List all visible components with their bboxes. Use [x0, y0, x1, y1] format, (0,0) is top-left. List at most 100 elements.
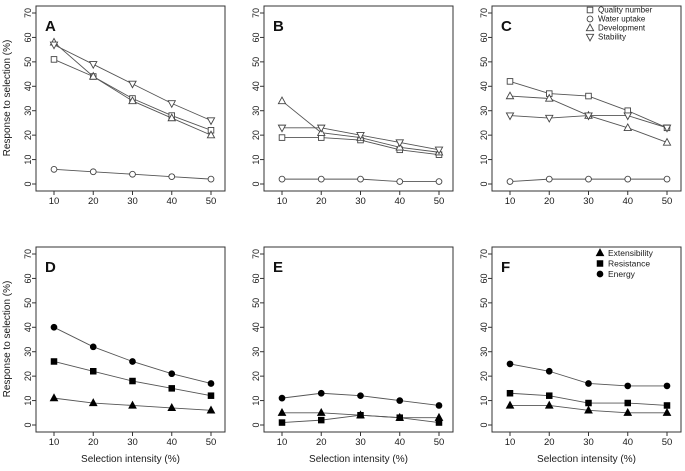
y-axis-label: Response to selection (%)	[2, 280, 13, 398]
panel-d-chart: 0 10 20 30 40 50 60 70 10 20 30 40 50 D	[23, 246, 226, 448]
svg-text:70: 70	[23, 249, 33, 259]
svg-text:50: 50	[23, 57, 33, 67]
svg-text:50: 50	[434, 437, 445, 448]
panel-d: Response to selection (%) 0 10 20 30 40 50 60 7…	[0, 235, 228, 471]
svg-text:F: F	[501, 259, 510, 276]
svg-text:Stability: Stability	[598, 33, 626, 42]
svg-text:D: D	[45, 259, 56, 276]
x-axis-label: Selection intensity (%)	[537, 454, 636, 465]
svg-text:50: 50	[434, 196, 445, 207]
svg-text:40: 40	[23, 322, 33, 332]
svg-text:20: 20	[23, 130, 33, 140]
svg-text:20: 20	[251, 371, 261, 381]
panel-c: 0 10 20 30 40 50 60 70 10 20 30 40 50 C Quality number…	[456, 0, 685, 235]
svg-text:Extensibility: Extensibility	[608, 248, 654, 258]
panel-a: Response to selection (%) 0 10 20 30 40 50 60 7…	[0, 0, 228, 235]
svg-text:60: 60	[251, 32, 261, 42]
svg-text:50: 50	[479, 57, 489, 67]
svg-text:Water uptake: Water uptake	[598, 15, 646, 24]
svg-text:30: 30	[583, 196, 594, 207]
svg-text:E: E	[273, 259, 283, 276]
svg-text:70: 70	[251, 8, 261, 18]
svg-text:10: 10	[49, 196, 60, 207]
svg-text:60: 60	[479, 32, 489, 42]
svg-text:10: 10	[479, 396, 489, 406]
svg-text:70: 70	[479, 249, 489, 259]
svg-text:0: 0	[23, 181, 33, 186]
svg-text:10: 10	[479, 155, 489, 165]
panel-e: 0 10 20 30 40 50 60 70 10 20 30 40 50 E Selection int…	[228, 235, 456, 471]
svg-text:40: 40	[622, 437, 633, 448]
svg-text:30: 30	[479, 347, 489, 357]
svg-text:20: 20	[88, 437, 99, 448]
svg-text:30: 30	[127, 437, 138, 448]
svg-text:20: 20	[479, 371, 489, 381]
svg-text:50: 50	[251, 298, 261, 308]
svg-text:50: 50	[662, 196, 673, 207]
svg-text:0: 0	[479, 181, 489, 186]
panel-a-chart: 0 10 20 30 40 50 60 70 10 20 30 40 50 A	[23, 5, 226, 207]
svg-text:40: 40	[23, 81, 33, 91]
svg-text:20: 20	[544, 196, 555, 207]
svg-text:10: 10	[505, 437, 516, 448]
svg-text:40: 40	[251, 322, 261, 332]
svg-text:70: 70	[251, 249, 261, 259]
svg-text:Energy: Energy	[608, 269, 636, 279]
svg-text:20: 20	[316, 196, 327, 207]
svg-text:40: 40	[622, 196, 633, 207]
svg-text:50: 50	[479, 298, 489, 308]
svg-text:30: 30	[583, 437, 594, 448]
svg-text:70: 70	[479, 8, 489, 18]
svg-text:20: 20	[251, 130, 261, 140]
svg-text:20: 20	[88, 196, 99, 207]
svg-text:Quality number: Quality number	[598, 6, 653, 15]
svg-text:40: 40	[166, 196, 177, 207]
svg-text:30: 30	[251, 106, 261, 116]
svg-text:10: 10	[251, 155, 261, 165]
svg-text:50: 50	[206, 196, 217, 207]
panel-c-chart: 0 10 20 30 40 50 60 70 10 20 30 40 50 C Quality number…	[479, 5, 682, 207]
svg-text:60: 60	[23, 273, 33, 283]
svg-text:10: 10	[277, 196, 288, 207]
svg-text:60: 60	[251, 273, 261, 283]
svg-text:30: 30	[479, 106, 489, 116]
svg-text:40: 40	[166, 437, 177, 448]
svg-text:10: 10	[23, 396, 33, 406]
panel-b-chart: 0 10 20 30 40 50 60 70 10 20 30 40 50 B	[251, 5, 454, 207]
svg-text:20: 20	[479, 130, 489, 140]
svg-text:50: 50	[251, 57, 261, 67]
svg-text:40: 40	[394, 196, 405, 207]
svg-text:20: 20	[316, 437, 327, 448]
svg-text:30: 30	[127, 196, 138, 207]
svg-text:40: 40	[479, 322, 489, 332]
svg-text:40: 40	[479, 81, 489, 91]
svg-text:30: 30	[355, 196, 366, 207]
svg-text:30: 30	[23, 106, 33, 116]
svg-text:50: 50	[206, 437, 217, 448]
svg-text:20: 20	[544, 437, 555, 448]
svg-text:70: 70	[23, 8, 33, 18]
svg-text:60: 60	[479, 273, 489, 283]
svg-text:Resistance: Resistance	[608, 259, 650, 269]
x-axis-label: Selection intensity (%)	[309, 454, 408, 465]
svg-text:60: 60	[23, 32, 33, 42]
panel-e-chart: 0 10 20 30 40 50 60 70 10 20 30 40 50 E	[251, 246, 454, 448]
svg-text:30: 30	[23, 347, 33, 357]
svg-text:50: 50	[23, 298, 33, 308]
panel-f-chart: 0 10 20 30 40 50 60 70 10 20 30 40 50 F ExtensibilityR…	[479, 246, 682, 448]
svg-text:0: 0	[251, 422, 261, 427]
svg-text:30: 30	[251, 347, 261, 357]
svg-text:50: 50	[662, 437, 673, 448]
panel-f: 0 10 20 30 40 50 60 70 10 20 30 40 50 F Extensibility R…	[456, 235, 685, 471]
svg-text:40: 40	[251, 81, 261, 91]
svg-text:10: 10	[505, 196, 516, 207]
svg-text:40: 40	[394, 437, 405, 448]
svg-text:0: 0	[23, 422, 33, 427]
svg-text:10: 10	[23, 155, 33, 165]
panel-b: 0 10 20 30 40 50 60 70 10 20 30 40 50 B	[228, 0, 456, 235]
x-axis-label: Selection intensity (%)	[81, 454, 180, 465]
svg-text:B: B	[273, 18, 284, 35]
svg-text:10: 10	[277, 437, 288, 448]
svg-text:Development: Development	[598, 24, 646, 33]
